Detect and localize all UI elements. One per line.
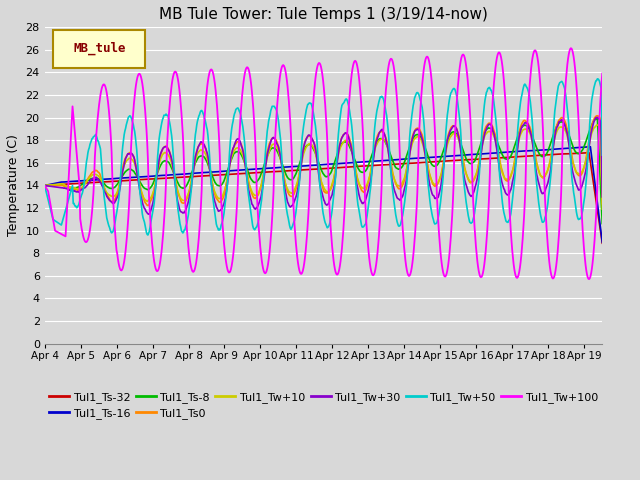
Title: MB Tule Tower: Tule Temps 1 (3/19/14-now): MB Tule Tower: Tule Temps 1 (3/19/14-now… [159,7,488,22]
Y-axis label: Temperature (C): Temperature (C) [7,134,20,237]
FancyBboxPatch shape [53,30,145,69]
Legend: Tul1_Ts-32, Tul1_Ts-16, Tul1_Ts-8, Tul1_Ts0, Tul1_Tw+10, Tul1_Tw+30, Tul1_Tw+50,: Tul1_Ts-32, Tul1_Ts-16, Tul1_Ts-8, Tul1_… [45,387,602,423]
Text: MB_tule: MB_tule [73,42,125,56]
